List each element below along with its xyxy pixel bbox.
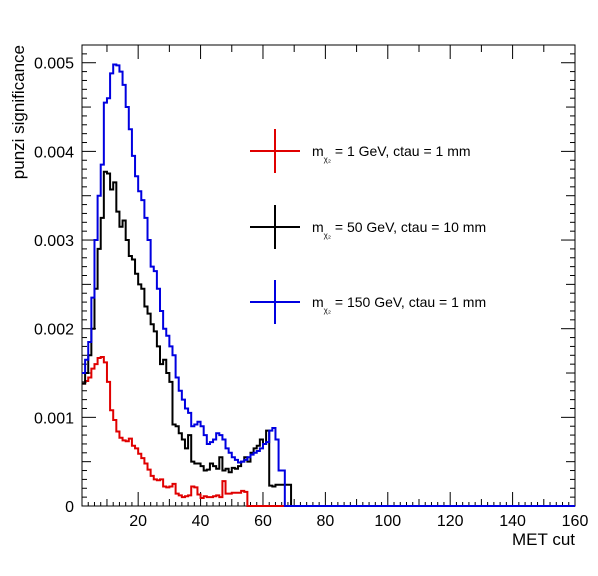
series-line-1 [82,170,575,507]
y-tick-label: 0 [65,499,74,516]
x-tick-label: 120 [437,513,464,530]
y-tick-label: 0.004 [34,144,74,161]
x-tick-label: 100 [374,513,401,530]
x-tick-label: 160 [562,513,589,530]
x-axis-title: MET cut [512,530,575,549]
x-tick-label: 20 [129,513,147,530]
x-tick-label: 40 [192,513,210,530]
y-tick-label: 0.001 [34,410,74,427]
legend-label: mχ₂ = 1 GeV, ctau = 1 mm [312,143,471,164]
series-line-2 [82,63,575,507]
series-layer [82,63,575,507]
y-tick-label: 0.005 [34,56,74,73]
y-axis-title: punzi significance [9,45,28,179]
y-tick-label: 0.003 [34,233,74,250]
x-tick-label: 140 [499,513,526,530]
legend-label: mχ₂ = 150 GeV, ctau = 1 mm [312,294,486,315]
x-tick-label: 80 [316,513,334,530]
y-axis-ticks: 0 0.001 0.002 0.003 0.004 0.005 [34,44,575,516]
series-line-0 [82,356,575,507]
x-tick-label: 60 [254,513,272,530]
legend-label: mχ₂ = 50 GeV, ctau = 10 mm [312,219,486,240]
y-tick-label: 0.002 [34,322,74,339]
legend: mχ₂ = 1 GeV, ctau = 1 mm mχ₂ = 50 GeV, ct… [250,129,486,324]
x-axis-ticks: 20 40 60 80 100 120 140 160 [87,45,589,530]
